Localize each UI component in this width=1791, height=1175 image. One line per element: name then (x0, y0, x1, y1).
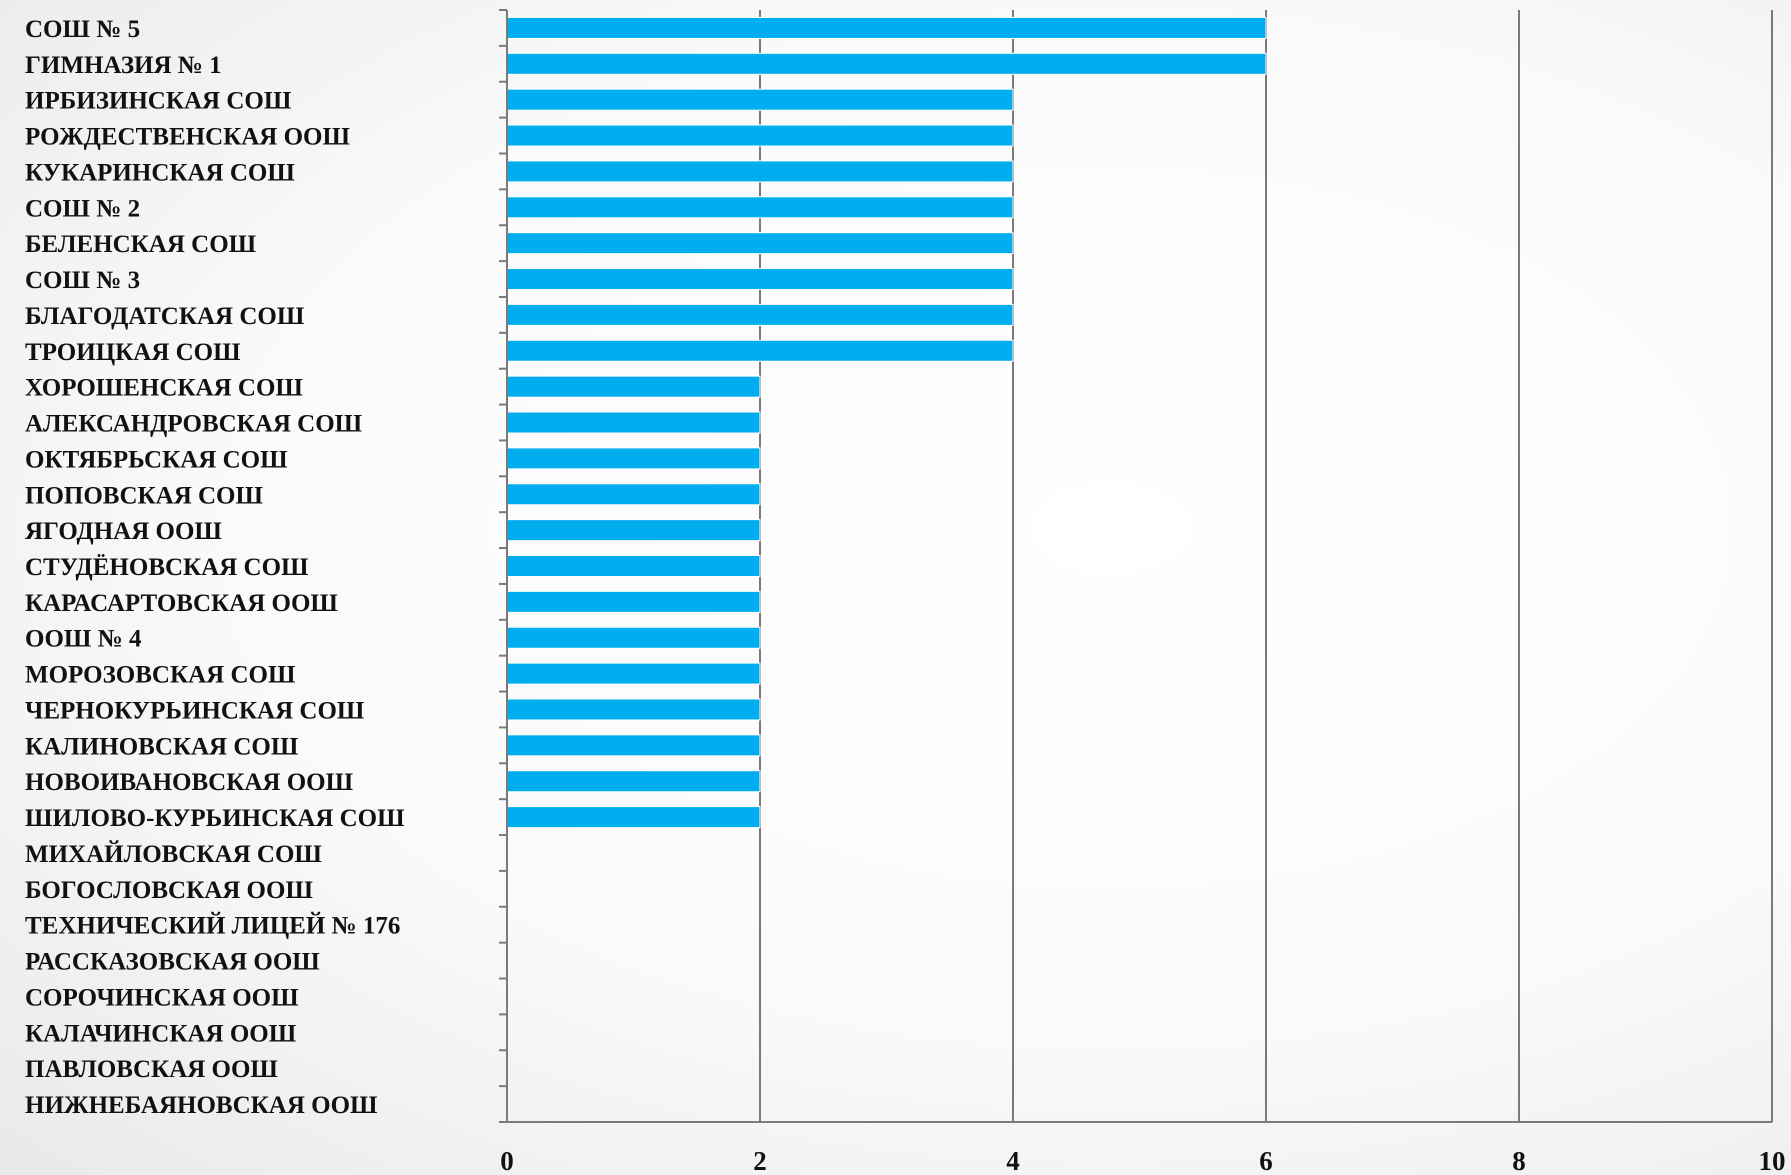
bar-15 (506, 555, 761, 577)
category-label-22: ШИЛОВО-КУРЬИНСКАЯ СОШ (25, 805, 405, 832)
category-label-14: ЯГОДНАЯ ООШ (25, 518, 222, 545)
category-label-2: ИРБИЗИНСКАЯ СОШ (25, 88, 292, 115)
bar-4 (506, 160, 1014, 183)
bar-11 (506, 411, 761, 434)
category-label-11: АЛЕКСАНДРОВСКАЯ СОШ (25, 411, 363, 438)
bar-16 (506, 590, 761, 613)
x-tick-label-2: 4 (1006, 1146, 1020, 1175)
bar-10 (506, 375, 761, 398)
x-tick-label-0: 0 (500, 1146, 514, 1175)
category-label-20: КАЛИНОВСКАЯ СОШ (25, 733, 299, 760)
category-label-24: БОГОСЛОВСКАЯ ООШ (25, 877, 313, 904)
bar-19 (506, 698, 761, 721)
category-label-3: РОЖДЕСТВЕНСКАЯ ООШ (25, 124, 350, 151)
category-label-30: НИЖНЕБАЯНОВСКАЯ ООШ (25, 1092, 378, 1119)
category-label-19: ЧЕРНОКУРЬИНСКАЯ СОШ (25, 697, 365, 724)
category-label-15: СТУДЁНОВСКАЯ СОШ (25, 554, 309, 581)
bar-20 (506, 734, 761, 757)
bars (506, 16, 1267, 829)
category-label-4: КУКАРИНСКАЯ СОШ (25, 159, 295, 186)
bar-13 (506, 483, 761, 506)
x-tick-labels: 0 2 4 6 8 10 (500, 1146, 1785, 1175)
category-label-5: СОШ № 2 (25, 195, 140, 222)
x-tick-label-3: 6 (1259, 1146, 1273, 1175)
bar-8 (506, 303, 1014, 326)
gridlines (759, 10, 1773, 1122)
bar-14 (506, 519, 761, 542)
category-label-21: НОВОИВАНОВСКАЯ ООШ (25, 769, 354, 796)
category-label-25: ТЕХНИЧЕСКИЙ ЛИЦЕЙ № 176 (25, 912, 400, 940)
x-tick-label-5: 10 (1759, 1146, 1786, 1175)
category-label-28: КАЛАЧИНСКАЯ ООШ (25, 1020, 297, 1047)
category-label-7: СОШ № 3 (25, 267, 140, 294)
bar-2 (506, 88, 1014, 111)
bar-9 (506, 339, 1014, 362)
category-label-18: МОРОЗОВСКАЯ СОШ (25, 662, 296, 689)
category-labels: СОШ № 5 ГИМНАЗИЯ № 1 ИРБИЗИНСКАЯ СОШ РОЖДЕС… (25, 16, 405, 1119)
category-label-6: БЕЛЕНСКАЯ СОШ (25, 231, 257, 258)
category-label-29: ПАВЛОВСКАЯ ООШ (25, 1056, 278, 1083)
bar-17 (506, 626, 761, 649)
category-label-8: БЛАГОДАТСКАЯ СОШ (25, 303, 305, 330)
category-label-16: КАРАСАРТОВСКАЯ ООШ (25, 590, 338, 617)
category-label-0: СОШ № 5 (25, 16, 140, 43)
axes (499, 9, 1772, 1123)
bar-5 (506, 196, 1014, 219)
x-tick-label-1: 2 (753, 1146, 767, 1175)
category-label-13: ПОПОВСКАЯ СОШ (25, 482, 263, 509)
x-tick-label-4: 8 (1512, 1146, 1526, 1175)
bar-22 (506, 806, 761, 829)
category-label-17: ООШ № 4 (25, 626, 142, 653)
category-label-1: ГИМНАЗИЯ № 1 (25, 52, 222, 79)
bar-12 (506, 447, 761, 470)
bar-7 (506, 268, 1014, 291)
bar-3 (506, 124, 1014, 147)
bar-6 (506, 232, 1014, 255)
category-label-27: СОРОЧИНСКАЯ ООШ (25, 984, 299, 1011)
bar-0 (506, 16, 1267, 39)
category-label-12: ОКТЯБРЬСКАЯ СОШ (25, 446, 288, 473)
bar-21 (506, 770, 761, 793)
bar-1 (506, 52, 1267, 75)
category-label-10: ХОРОШЕНСКАЯ СОШ (25, 375, 303, 402)
bar-18 (506, 662, 761, 685)
category-label-23: МИХАЙЛОВСКАЯ СОШ (25, 840, 322, 868)
category-label-26: РАССКАЗОВСКАЯ ООШ (25, 949, 320, 976)
category-label-9: ТРОИЦКАЯ СОШ (25, 339, 241, 366)
